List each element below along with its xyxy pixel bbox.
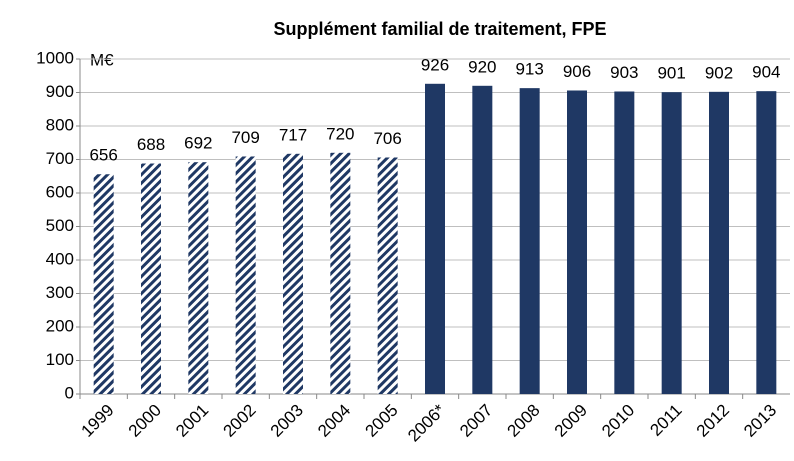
- value-label: 692: [184, 134, 212, 153]
- y-tick-label: 500: [46, 216, 74, 235]
- x-tick-label: 2003: [267, 401, 307, 441]
- x-tick-label: 2012: [693, 401, 733, 441]
- x-tick-label: 2001: [172, 401, 212, 441]
- bar: [472, 85, 493, 395]
- y-tick-label: 100: [46, 350, 74, 369]
- value-label: 913: [515, 60, 543, 79]
- x-tick-label: 2002: [219, 401, 259, 441]
- x-tick-label: 2008: [503, 401, 543, 441]
- bar: [519, 88, 540, 395]
- y-tick-label: 200: [46, 316, 74, 335]
- bar: [614, 91, 635, 395]
- unit-label: M€: [90, 50, 114, 69]
- bar: [235, 156, 256, 394]
- x-tick-label: 2011: [646, 401, 685, 440]
- value-label: 903: [610, 63, 638, 82]
- bar: [283, 153, 303, 394]
- value-label: 720: [326, 124, 354, 143]
- value-label: 656: [89, 146, 117, 165]
- x-tick-label: 2007: [456, 401, 496, 441]
- x-tick-label: 2006*: [404, 400, 449, 445]
- y-tick-label: 1000: [36, 48, 74, 67]
- value-label: 706: [373, 129, 401, 148]
- x-tick-label: 2000: [125, 401, 165, 441]
- x-tick-label: 1999: [77, 401, 117, 441]
- x-tick-label: 2010: [598, 401, 638, 441]
- value-label: 901: [657, 64, 685, 83]
- y-tick-label: 900: [46, 82, 74, 101]
- value-label: 717: [279, 125, 307, 144]
- value-label: 920: [468, 57, 496, 76]
- value-label: 688: [137, 135, 165, 154]
- y-tick-label: 600: [46, 182, 74, 201]
- bar: [377, 157, 398, 394]
- y-tick-label: 800: [46, 115, 74, 134]
- chart-title: Supplément familial de traitement, FPE: [273, 19, 606, 39]
- bar: [661, 92, 682, 394]
- bar: [330, 152, 351, 394]
- x-tick-label: 2013: [740, 401, 780, 441]
- value-label: 902: [705, 63, 733, 82]
- y-tick-label: 300: [46, 283, 74, 302]
- x-tick-label: 2004: [314, 401, 354, 441]
- bar: [567, 90, 587, 395]
- bar: [93, 174, 114, 394]
- y-tick-label: 0: [65, 383, 74, 402]
- bar: [141, 163, 161, 394]
- bar: [425, 83, 445, 394]
- value-label: 709: [231, 128, 259, 147]
- value-label: 904: [752, 63, 780, 82]
- bar: [709, 91, 729, 394]
- y-tick-label: 400: [46, 249, 74, 268]
- value-label: 926: [421, 55, 449, 74]
- y-tick-label: 700: [46, 149, 74, 168]
- value-label: 906: [563, 62, 591, 81]
- bar: [188, 162, 209, 394]
- x-tick-label: 2005: [361, 401, 401, 441]
- x-tick-label: 2009: [551, 401, 591, 441]
- bar: [756, 91, 777, 394]
